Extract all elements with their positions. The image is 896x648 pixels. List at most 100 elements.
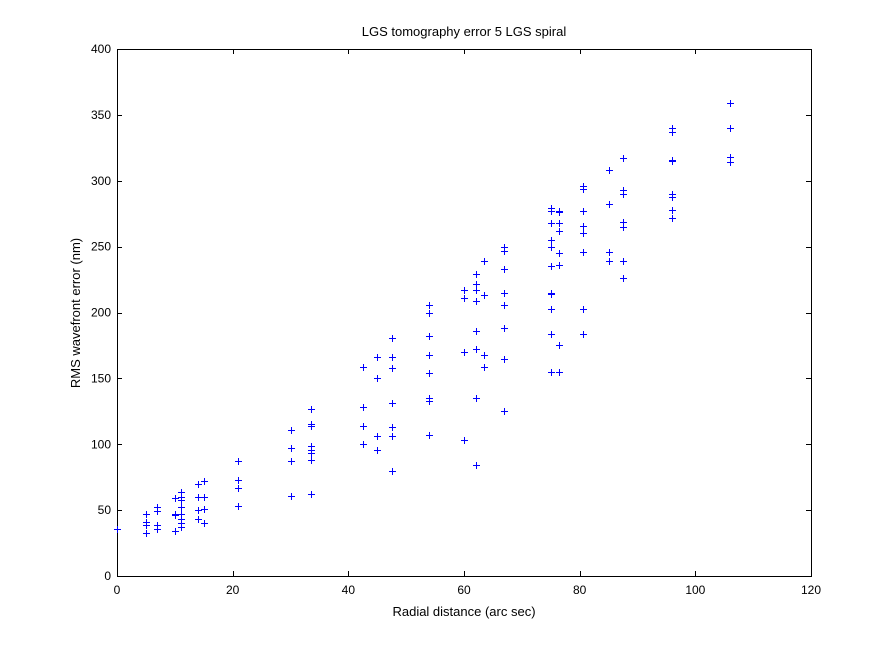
data-point-marker [426, 432, 433, 439]
data-point-marker [473, 287, 480, 294]
data-point-marker [669, 129, 676, 136]
data-point-marker [556, 209, 563, 216]
data-point-marker [473, 271, 480, 278]
data-point-marker [235, 503, 242, 510]
data-point-marker [548, 220, 555, 227]
data-point-marker [288, 427, 295, 434]
data-point-marker [501, 248, 508, 255]
y-axis-label: RMS wavefront error (nm) [68, 238, 83, 388]
data-point-marker [172, 495, 179, 502]
data-point-marker [669, 158, 676, 165]
data-point-marker [473, 346, 480, 353]
data-point-marker [288, 445, 295, 452]
data-point-marker [201, 520, 208, 527]
data-point-marker [143, 530, 150, 537]
data-point-marker [360, 423, 367, 430]
data-point-marker [195, 507, 202, 514]
data-point-marker [620, 224, 627, 231]
data-point-marker [727, 159, 734, 166]
plot-area [117, 49, 812, 577]
y-tick-label: 400 [91, 42, 111, 56]
data-point-marker [669, 207, 676, 214]
data-point-marker [195, 481, 202, 488]
data-point-marker [669, 215, 676, 222]
data-point-marker [620, 191, 627, 198]
data-point-marker [426, 370, 433, 377]
data-point-marker [389, 400, 396, 407]
data-point-marker [620, 155, 627, 162]
data-point-marker [178, 504, 185, 511]
y-tick-label: 200 [91, 306, 111, 320]
data-point-marker [178, 524, 185, 531]
data-point-marker [461, 287, 468, 294]
data-point-marker [308, 450, 315, 457]
data-point-marker [548, 306, 555, 313]
data-point-marker [195, 516, 202, 523]
data-point-marker [481, 352, 488, 359]
data-point-marker [548, 263, 555, 270]
data-point-marker [548, 331, 555, 338]
data-point-marker [143, 511, 150, 518]
data-point-marker [374, 447, 381, 454]
data-point-marker [501, 266, 508, 273]
data-point-marker [288, 458, 295, 465]
data-point-marker [548, 237, 555, 244]
data-point-marker [235, 458, 242, 465]
data-point-marker [501, 302, 508, 309]
data-point-marker [426, 352, 433, 359]
x-tick-label: 0 [114, 583, 121, 597]
data-point-marker [473, 328, 480, 335]
x-tick-label: 60 [457, 583, 471, 597]
data-point-marker [501, 325, 508, 332]
data-point-marker [461, 349, 468, 356]
y-tick-label: 0 [104, 569, 111, 583]
data-point-marker [606, 201, 613, 208]
data-point-marker [556, 220, 563, 227]
data-point-marker [308, 423, 315, 430]
data-point-marker [669, 194, 676, 201]
chart-title: LGS tomography error 5 LGS spiral [362, 24, 567, 39]
data-point-marker [481, 364, 488, 371]
y-tick-label: 350 [91, 108, 111, 122]
data-point-marker [308, 406, 315, 413]
data-point-marker [556, 228, 563, 235]
data-point-marker [201, 506, 208, 513]
data-point-marker [308, 457, 315, 464]
data-point-marker [154, 526, 161, 533]
data-points [114, 100, 734, 537]
data-point-marker [620, 258, 627, 265]
data-point-marker [201, 494, 208, 501]
data-point-marker [178, 497, 185, 504]
data-point-marker [172, 528, 179, 535]
data-point-marker [473, 395, 480, 402]
data-point-marker [389, 335, 396, 342]
data-point-marker [389, 354, 396, 361]
data-point-marker [580, 331, 587, 338]
data-point-marker [481, 292, 488, 299]
data-point-marker [580, 249, 587, 256]
data-point-marker [556, 262, 563, 269]
data-point-marker [201, 478, 208, 485]
data-point-marker [556, 369, 563, 376]
data-point-marker [580, 208, 587, 215]
x-tick-label: 120 [801, 583, 821, 597]
data-point-marker [374, 354, 381, 361]
data-point-marker [172, 512, 179, 519]
data-point-marker [727, 100, 734, 107]
data-point-marker [606, 167, 613, 174]
x-tick-label: 20 [226, 583, 240, 597]
data-point-marker [154, 508, 161, 515]
data-point-marker [556, 250, 563, 257]
data-point-marker [426, 310, 433, 317]
y-tick-label: 100 [91, 437, 111, 451]
data-point-marker [548, 244, 555, 251]
data-point-marker [727, 125, 734, 132]
data-point-marker [548, 291, 555, 298]
data-point-marker [501, 408, 508, 415]
data-point-marker [308, 491, 315, 498]
data-point-marker [195, 494, 202, 501]
data-point-marker [580, 223, 587, 230]
data-point-marker [548, 208, 555, 215]
data-point-marker [389, 365, 396, 372]
